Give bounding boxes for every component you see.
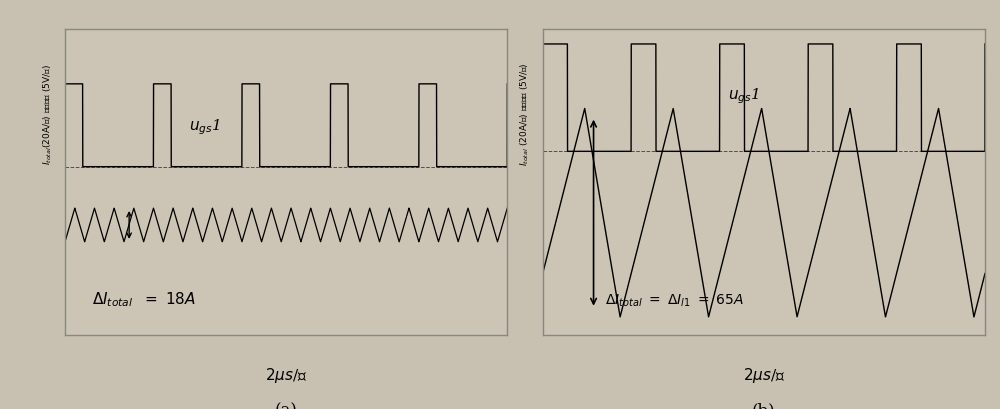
Text: $I_{total}$ (20A/格) 驱动电压 (5V/格): $I_{total}$ (20A/格) 驱动电压 (5V/格) xyxy=(519,63,531,166)
Text: $2\mu s$/格: $2\mu s$/格 xyxy=(265,366,307,385)
Text: $u_{gs}$1: $u_{gs}$1 xyxy=(189,117,220,137)
Text: $I_{total}$(20A/格) 驱动电压 (5V/格): $I_{total}$(20A/格) 驱动电压 (5V/格) xyxy=(41,64,54,165)
Text: $\Delta I_{total}$  $=$ $18A$: $\Delta I_{total}$ $=$ $18A$ xyxy=(92,291,195,309)
Text: $u_{gs}$1: $u_{gs}$1 xyxy=(728,86,760,106)
Text: $\Delta I_{total}$ $=$ $\Delta I_{l1}$ $=$ $65A$: $\Delta I_{total}$ $=$ $\Delta I_{l1}$ $… xyxy=(605,293,744,309)
Text: (b): (b) xyxy=(752,403,776,409)
Text: $2\mu s$/格: $2\mu s$/格 xyxy=(743,366,785,385)
Text: (a): (a) xyxy=(275,403,298,409)
